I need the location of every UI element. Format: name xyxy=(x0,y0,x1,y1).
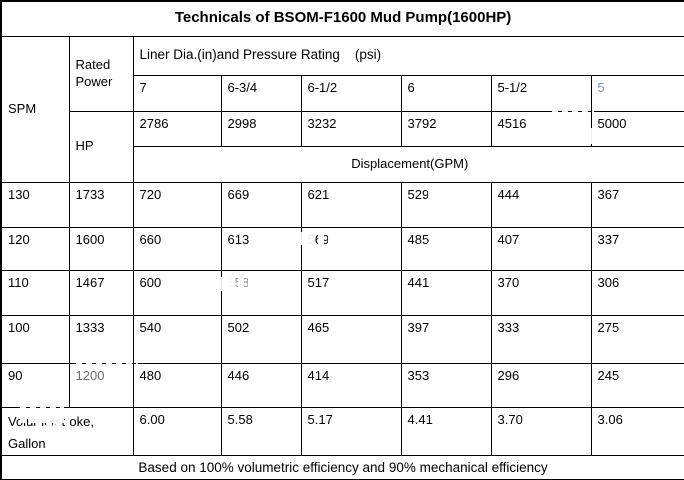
displacement-value-cell: 367 xyxy=(590,181,684,228)
pressure-rating-cell: 5000 xyxy=(590,110,684,147)
liner-size-cell: 6 xyxy=(400,74,492,112)
displacement-value-cell: 600 xyxy=(132,269,222,316)
table-title: Technicals of BSOM-F1600 Mud Pump(1600HP… xyxy=(0,0,684,37)
spm-value-cell: 110 xyxy=(0,269,70,316)
displacement-value-cell: 480 xyxy=(132,362,222,408)
liner-size-cell: 6-3/4 xyxy=(220,74,302,112)
displacement-value-cell: 245 xyxy=(590,362,684,408)
displacement-value-cell: 517 xyxy=(300,269,402,316)
pressure-rating-cell: 4516 xyxy=(490,110,592,147)
volume-stroke-label-cell: Volume/stroke, Gallon xyxy=(0,406,134,456)
volume-value-cell: 3.06 xyxy=(590,406,684,456)
liner-size-cell: 5 xyxy=(590,74,684,112)
footer-note: Based on 100% volumetric efficiency and … xyxy=(0,454,684,480)
hp-value-cell: 1733 xyxy=(68,181,134,228)
displacement-value-cell: 660 xyxy=(132,226,222,271)
displacement-value-cell: 569 xyxy=(300,226,402,271)
spm-header-cell: SPM xyxy=(0,35,70,183)
displacement-value-cell: 669 xyxy=(220,181,302,228)
pressure-rating-cell: 3232 xyxy=(300,110,402,147)
liner-pressure-header-cell: Liner Dia.(in)and Pressure Rating (psi) xyxy=(132,35,684,76)
hp-value-cell: 1467 xyxy=(68,269,134,316)
pressure-rating-cell: 2998 xyxy=(220,110,302,147)
hp-value-cell: 1600 xyxy=(68,226,134,271)
volume-value-cell: 3.70 xyxy=(490,406,592,456)
displacement-value-cell: 441 xyxy=(400,269,492,316)
displacement-value-cell: 397 xyxy=(400,314,492,364)
displacement-value-cell: 333 xyxy=(490,314,592,364)
displacement-value-cell: 465 xyxy=(300,314,402,364)
displacement-value-cell: 613 xyxy=(220,226,302,271)
displacement-value-cell: 353 xyxy=(400,362,492,408)
displacement-value-cell: 446 xyxy=(220,362,302,408)
pressure-rating-cell: 2786 xyxy=(132,110,222,147)
spm-value-cell: 120 xyxy=(0,226,70,271)
spm-value-cell: 130 xyxy=(0,181,70,228)
hp-value-cell: 1200 xyxy=(68,362,134,408)
displacement-value-cell: 621 xyxy=(300,181,402,228)
volume-value-cell: 5.17 xyxy=(300,406,402,456)
displacement-value-cell: 370 xyxy=(490,269,592,316)
hp-value-cell: 1333 xyxy=(68,314,134,364)
displacement-header-cell: Displacement(GPM) xyxy=(132,145,684,183)
liner-size-cell: 5-1/2 xyxy=(490,74,592,112)
displacement-value-cell: 407 xyxy=(490,226,592,271)
volume-value-cell: 5.58 xyxy=(220,406,302,456)
displacement-value-cell: 306 xyxy=(590,269,684,316)
displacement-value-cell: 502 xyxy=(220,314,302,364)
displacement-value-cell: 558 xyxy=(220,269,302,316)
spm-value-cell: 90 xyxy=(0,362,70,408)
volume-value-cell: 6.00 xyxy=(132,406,222,456)
displacement-value-cell: 337 xyxy=(590,226,684,271)
rated-power-header-cell: Rated Power xyxy=(68,35,134,112)
liner-size-cell: 6-1/2 xyxy=(300,74,402,112)
displacement-value-cell: 540 xyxy=(132,314,222,364)
hp-header-cell: HP xyxy=(68,110,134,183)
displacement-value-cell: 485 xyxy=(400,226,492,271)
volume-value-cell: 4.41 xyxy=(400,406,492,456)
pressure-rating-cell: 3792 xyxy=(400,110,492,147)
displacement-value-cell: 414 xyxy=(300,362,402,408)
displacement-value-cell: 296 xyxy=(490,362,592,408)
liner-size-cell: 7 xyxy=(132,74,222,112)
displacement-value-cell: 444 xyxy=(490,181,592,228)
spm-value-cell: 100 xyxy=(0,314,70,364)
displacement-value-cell: 275 xyxy=(590,314,684,364)
displacement-value-cell: 529 xyxy=(400,181,492,228)
displacement-value-cell: 720 xyxy=(132,181,222,228)
